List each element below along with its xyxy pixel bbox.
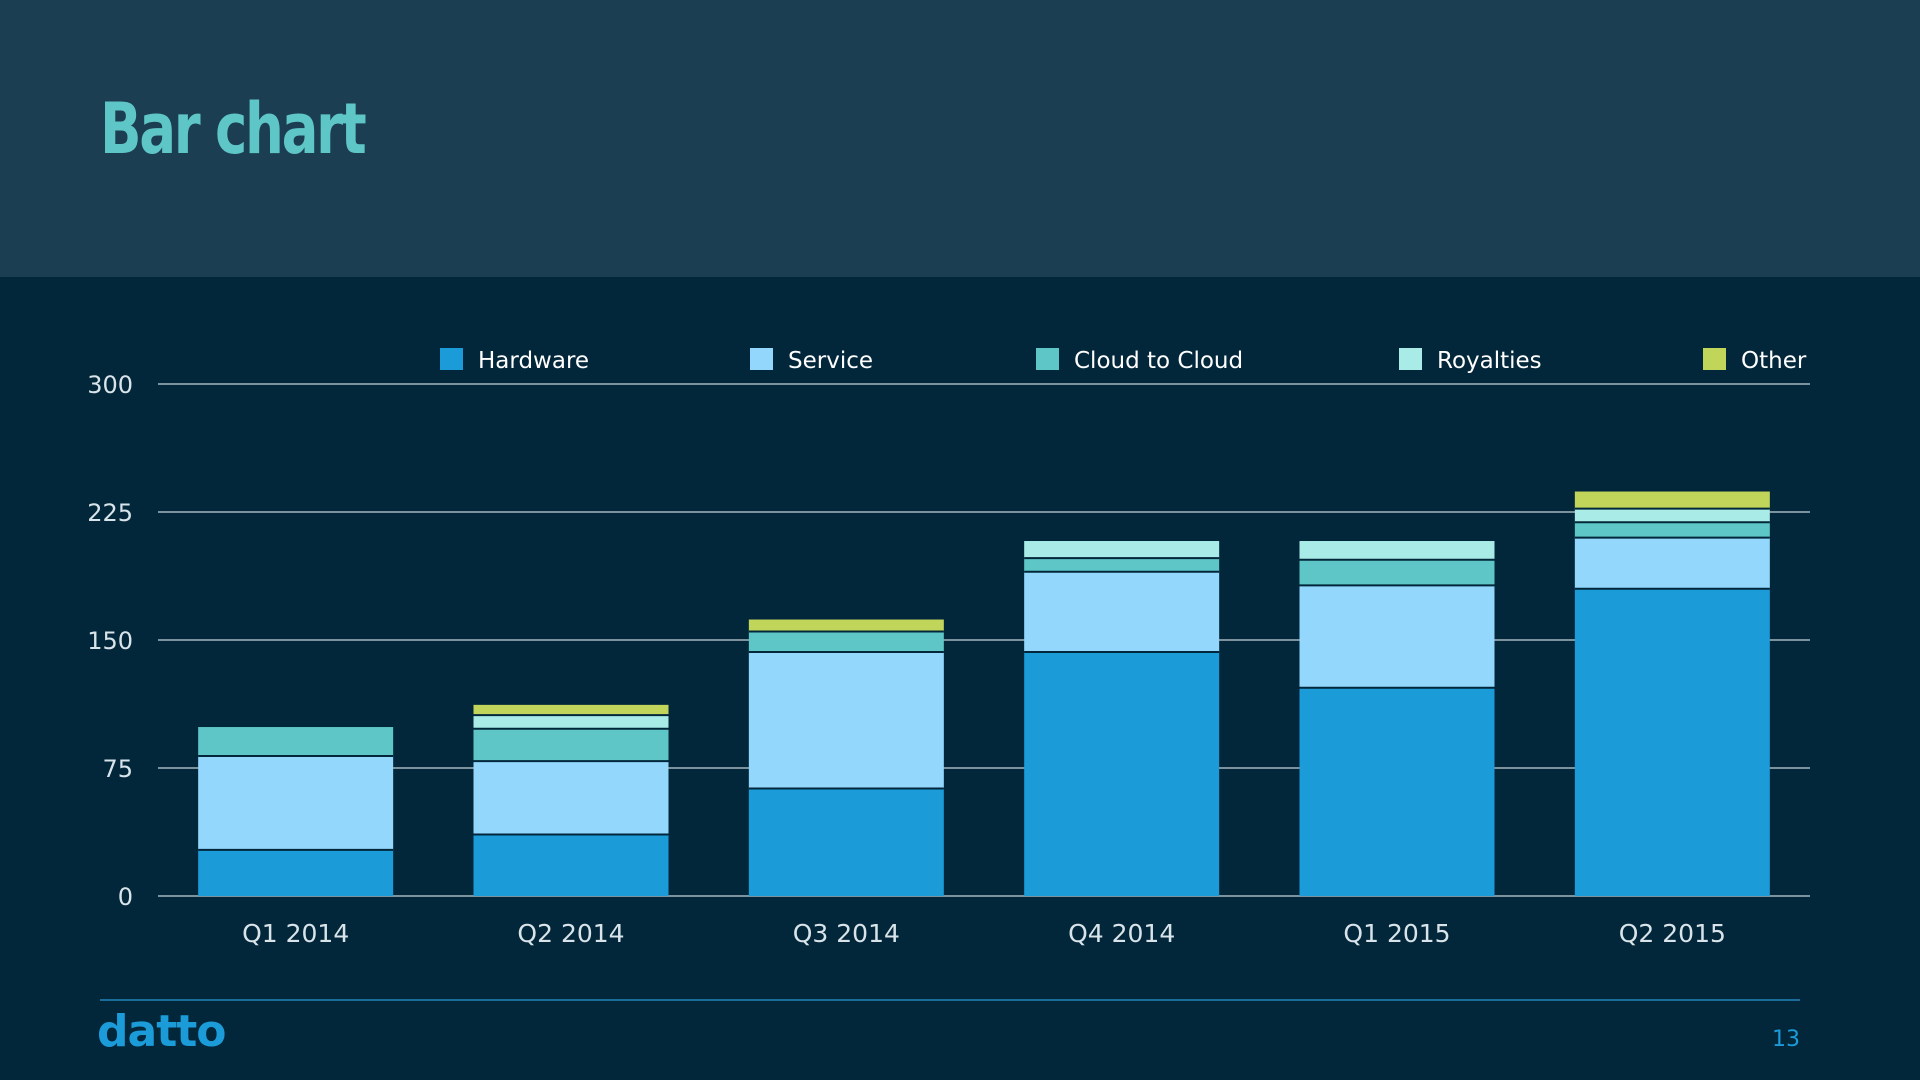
bar-segment — [1024, 541, 1220, 559]
page-number: 13 — [1772, 1027, 1800, 1052]
bar-segment — [473, 761, 669, 835]
legend-swatch — [1399, 348, 1422, 370]
bar-segment — [1299, 585, 1495, 688]
slide-title: Bar chart — [100, 88, 367, 170]
bar-segment — [1024, 571, 1220, 652]
bar-segment — [1299, 559, 1495, 586]
y-tick-label: 0 — [118, 883, 133, 911]
bar-segment — [1299, 541, 1495, 560]
x-tick-label: Q2 2015 — [1619, 919, 1726, 948]
bar-segment — [473, 715, 669, 729]
bar-segment — [1574, 537, 1770, 589]
legend-swatch — [440, 348, 463, 370]
bar-segment — [1574, 522, 1770, 538]
legend-swatch — [1036, 348, 1059, 370]
bar-segment — [748, 788, 944, 896]
bar-segment — [473, 704, 669, 716]
legend-label: Service — [788, 348, 873, 374]
x-tick-label: Q1 2014 — [242, 919, 349, 948]
stacked-bar-chart: 0 75 150 225 300 Q1 2014 Q2 2014 Q3 2014 Q4 2014… — [87, 348, 1810, 948]
legend-swatch — [1703, 348, 1726, 370]
bar-segment — [198, 849, 394, 896]
y-tick-label: 150 — [87, 627, 133, 655]
x-tick-label: Q3 2014 — [793, 919, 900, 948]
bar-segment — [1574, 491, 1770, 509]
bar-segment — [1024, 558, 1220, 572]
bar-segment — [198, 727, 394, 757]
bar-segment — [1024, 651, 1220, 896]
y-tick-label: 300 — [87, 371, 133, 399]
bar-segment — [1574, 588, 1770, 896]
y-tick-label: 225 — [87, 499, 133, 527]
x-tick-label: Q2 2014 — [517, 919, 624, 948]
x-tick-label: Q1 2015 — [1343, 919, 1450, 948]
footer-divider — [100, 999, 1800, 1001]
x-tick-label: Q4 2014 — [1068, 919, 1175, 948]
legend-label: Other — [1741, 348, 1807, 374]
bar-segment — [1574, 508, 1770, 523]
bar-segment — [748, 631, 944, 652]
datto-logo: datto — [97, 1006, 226, 1057]
bar-segment — [748, 651, 944, 789]
legend-label: Cloud to Cloud — [1074, 348, 1243, 374]
legend-label: Royalties — [1437, 348, 1542, 374]
y-tick-label: 75 — [102, 755, 133, 783]
bar-segment — [1299, 687, 1495, 896]
header-band — [0, 0, 1920, 277]
bar-segment — [473, 728, 669, 762]
legend-label: Hardware — [478, 348, 589, 374]
legend-swatch — [750, 348, 773, 370]
bar-segment — [748, 619, 944, 632]
bar-segment — [198, 756, 394, 850]
bar-segment — [473, 834, 669, 896]
